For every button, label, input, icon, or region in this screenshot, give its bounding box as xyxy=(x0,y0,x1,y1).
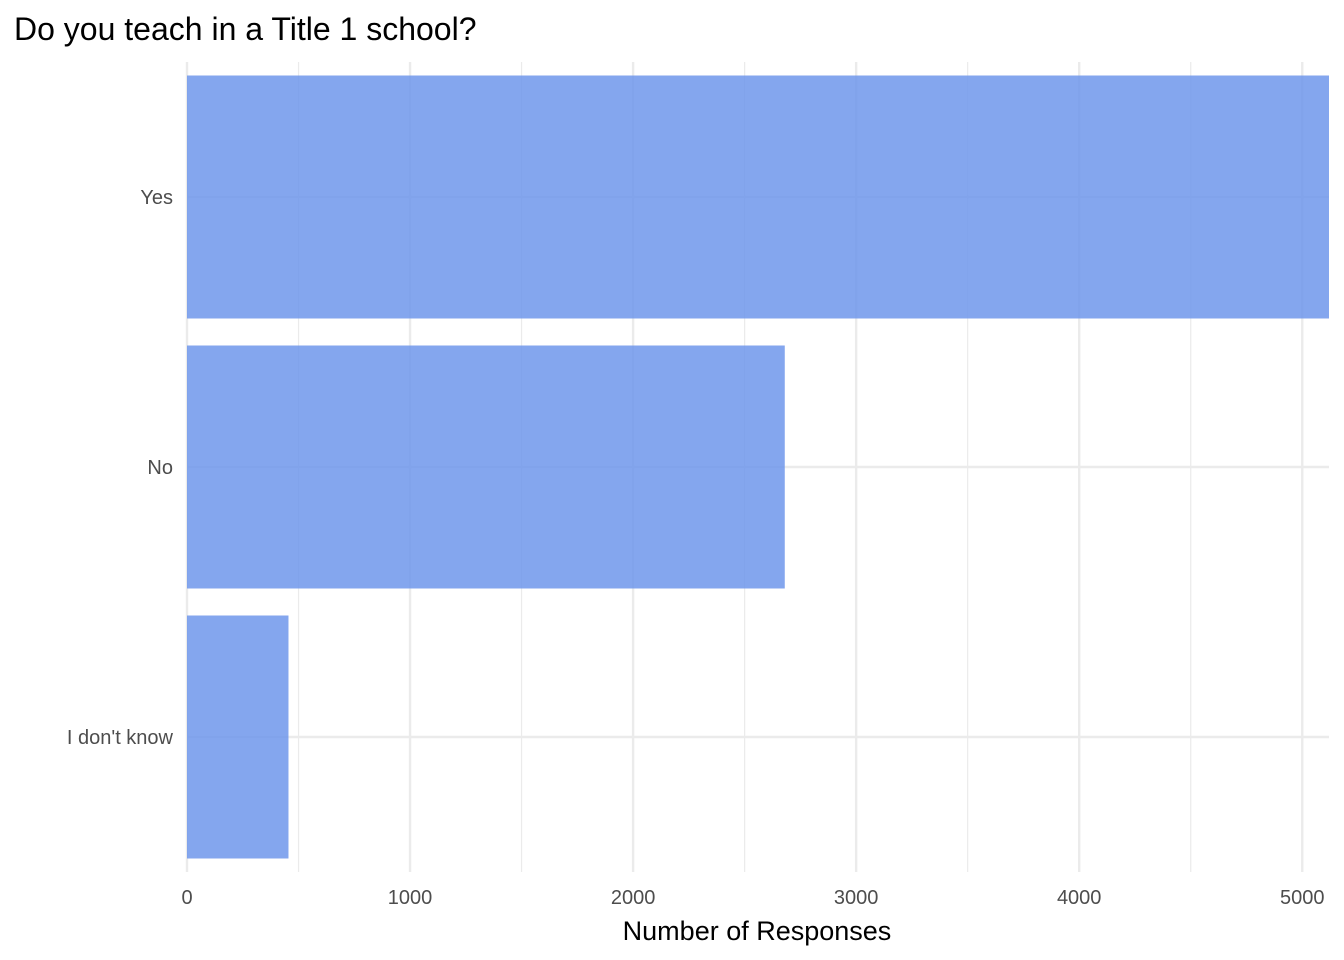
x-tick-label: 5000 xyxy=(1280,887,1325,909)
x-tick-label: 4000 xyxy=(1057,887,1102,909)
y-tick-label: No xyxy=(147,457,173,479)
bar-no xyxy=(187,345,785,589)
x-tick-label: 3000 xyxy=(834,887,879,909)
x-axis-labels: 0 1000 2000 3000 4000 5000 xyxy=(181,887,1324,909)
bar-i-don-t-know xyxy=(187,615,289,859)
chart-title: Do you teach in a Title 1 school? xyxy=(14,11,477,47)
y-axis-labels: Yes No I don't know xyxy=(67,187,174,749)
bar-yes xyxy=(187,75,1329,319)
bars xyxy=(187,75,1329,859)
y-tick-label: I don't know xyxy=(67,727,174,749)
x-axis-title: Number of Responses xyxy=(623,916,892,946)
x-tick-label: 1000 xyxy=(388,887,433,909)
x-tick-label: 2000 xyxy=(611,887,656,909)
y-tick-label: Yes xyxy=(140,187,173,209)
x-tick-label: 0 xyxy=(181,887,192,909)
